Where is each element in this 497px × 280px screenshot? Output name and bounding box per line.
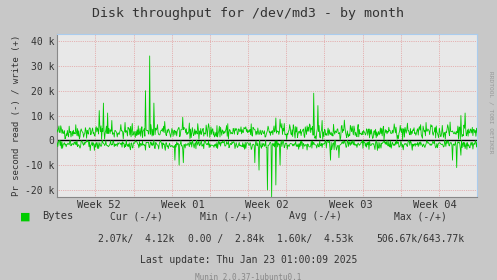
Text: 0.00 /  2.84k: 0.00 / 2.84k	[188, 234, 264, 244]
Text: Bytes: Bytes	[42, 211, 74, 221]
Y-axis label: Pr second read (-) / write (+): Pr second read (-) / write (+)	[12, 35, 21, 196]
Text: 2.07k/  4.12k: 2.07k/ 4.12k	[98, 234, 175, 244]
Text: 506.67k/643.77k: 506.67k/643.77k	[376, 234, 464, 244]
Text: 1.60k/  4.53k: 1.60k/ 4.53k	[277, 234, 354, 244]
Text: RRDTOOL / TOBI OETIKER: RRDTOOL / TOBI OETIKER	[489, 71, 494, 153]
Text: Max (-/+): Max (-/+)	[394, 211, 446, 221]
Text: Disk throughput for /dev/md3 - by month: Disk throughput for /dev/md3 - by month	[92, 7, 405, 20]
Text: Last update: Thu Jan 23 01:00:09 2025: Last update: Thu Jan 23 01:00:09 2025	[140, 255, 357, 265]
Text: Munin 2.0.37-1ubuntu0.1: Munin 2.0.37-1ubuntu0.1	[195, 273, 302, 280]
Text: ■: ■	[20, 211, 30, 221]
Text: Min (-/+): Min (-/+)	[200, 211, 252, 221]
Text: Avg (-/+): Avg (-/+)	[289, 211, 342, 221]
Text: Cur (-/+): Cur (-/+)	[110, 211, 163, 221]
